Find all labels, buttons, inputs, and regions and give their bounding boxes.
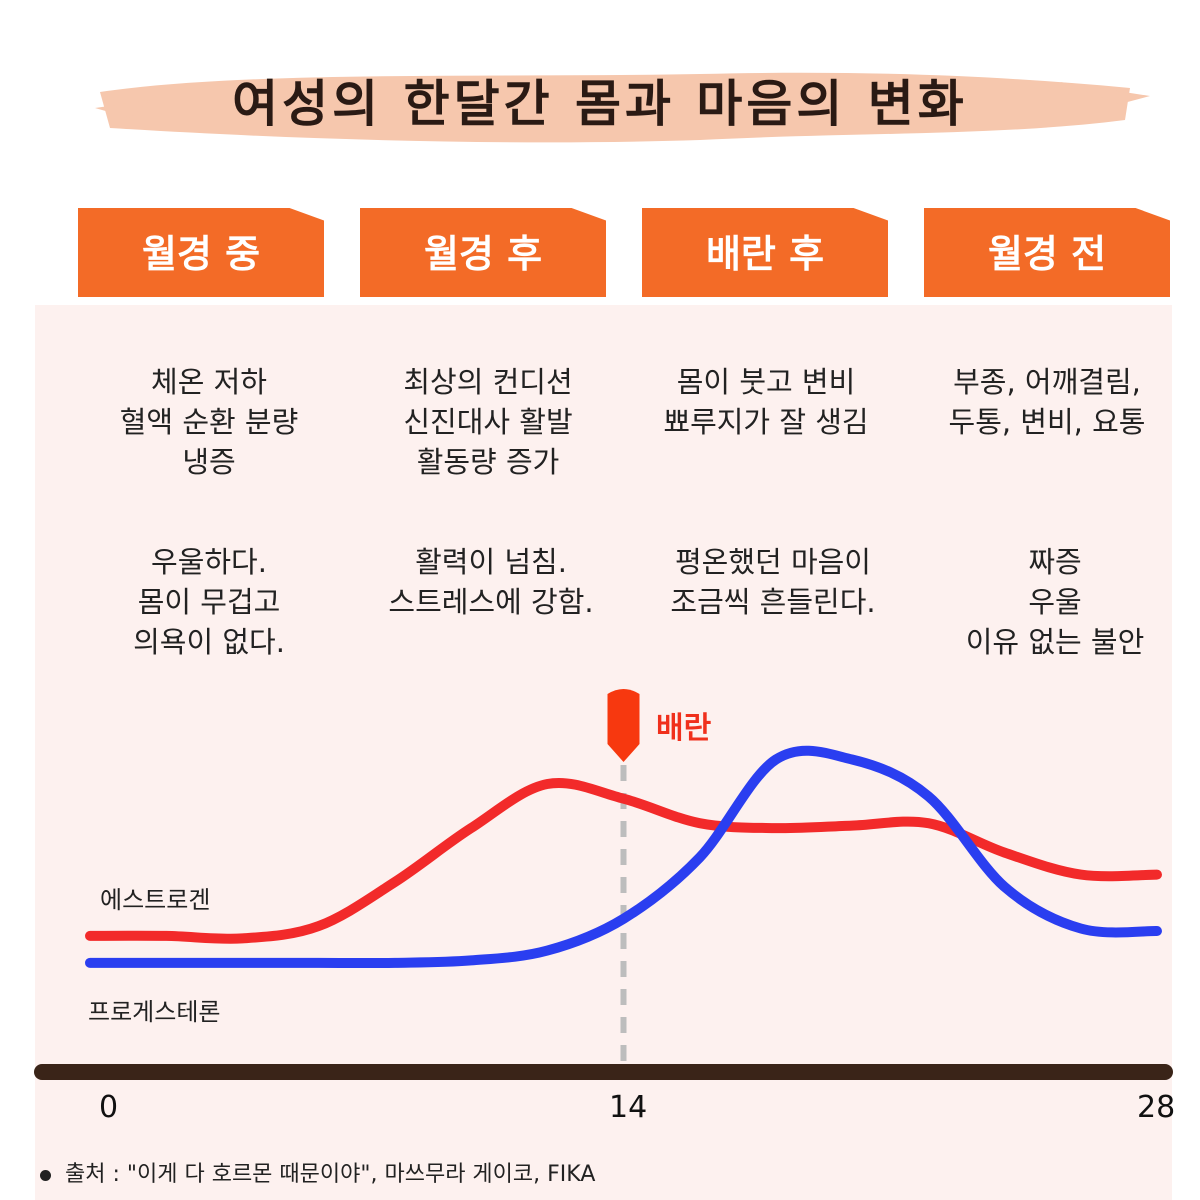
page-title: 여성의 한달간 몸과 마음의 변화 [232, 75, 968, 133]
legend-progesterone: 프로게스테론 [88, 998, 221, 1026]
ovulation-marker-icon [607, 689, 640, 762]
x-tick-label: 28 [1137, 1090, 1176, 1125]
ovulation-label: 배란 [656, 711, 712, 746]
mind-changes-phase-3: 평온했던 마음이 조금씩 흔들린다. [670, 545, 876, 619]
body-changes-phase-3: 몸이 붓고 변비 뾰루지가 잘 생김 [663, 365, 869, 439]
mind-changes-phase-4: 짜증 우울 이유 없는 불안 [965, 545, 1145, 659]
mind-changes-phase-1: 우울하다. 몸이 무겁고 의욕이 없다. [133, 545, 285, 659]
tab-during-menstruation: 월경 중 [78, 208, 324, 297]
legend-estrogen: 에스트로겐 [100, 886, 211, 914]
tab-before-menstruation: 월경 전 [924, 208, 1170, 297]
title-brush-stroke [95, 72, 1150, 143]
body-changes-phase-2: 최상의 컨디션 신진대사 활발 활동량 증가 [403, 365, 573, 479]
tab-after-ovulation: 배란 후 [642, 208, 888, 297]
body-changes-phase-4: 부종, 어깨결림, 두통, 변비, 요통 [948, 365, 1146, 439]
tab-after-menstruation: 월경 후 [360, 208, 606, 297]
body-changes-phase-1: 체온 저하 혈액 순환 분량 냉증 [119, 365, 299, 479]
x-tick-label: 14 [609, 1090, 648, 1125]
title-area: 여성의 한달간 몸과 마음의 변화 [0, 0, 1200, 190]
bullet-icon [40, 1169, 51, 1181]
chart-panel [35, 305, 1172, 1200]
x-tick-label: 0 [99, 1090, 119, 1125]
mind-changes-phase-2: 활력이 넘침. 스트레스에 강함. [388, 545, 594, 619]
estrogen-series-line [85, 778, 1162, 944]
progesterone-series-line [85, 745, 1162, 969]
source-citation: 출처 : "이게 다 호르몬 때문이야", 마쓰무라 게이코, FIKA [40, 1156, 595, 1188]
